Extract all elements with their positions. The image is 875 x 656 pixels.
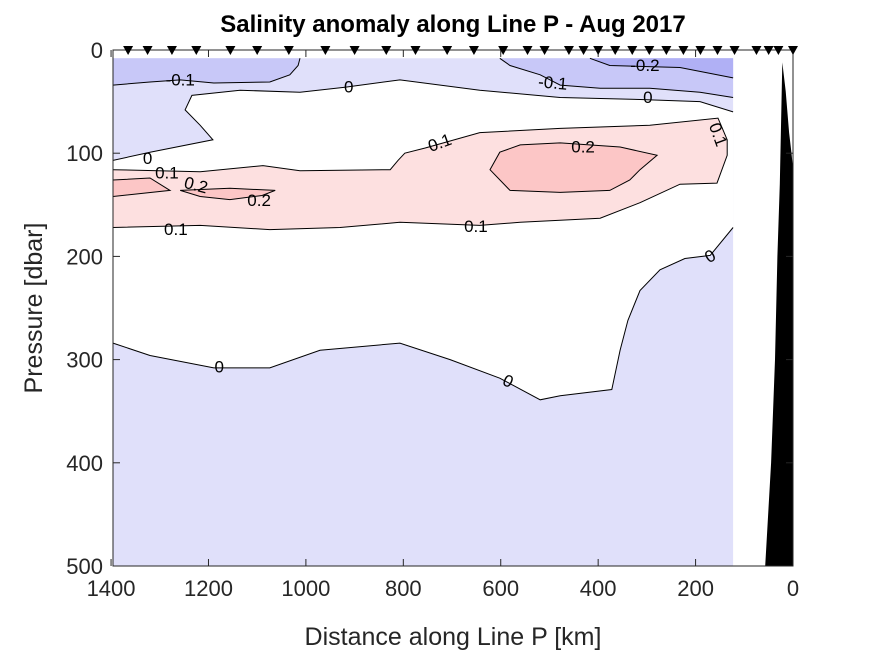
- station-marker-icon: [729, 46, 740, 55]
- station-marker-icon: [593, 46, 604, 55]
- station-marker-icon: [225, 46, 236, 55]
- station-marker-icon: [661, 46, 672, 55]
- station-marker-icon: [381, 46, 392, 55]
- contour-label: -0.2: [630, 56, 659, 75]
- y-tick-label: 0: [91, 38, 103, 63]
- station-marker-icon: [644, 46, 655, 55]
- station-marker-icon: [678, 46, 689, 55]
- station-marker-icon: [252, 46, 263, 55]
- contour-label: 0.2: [571, 138, 595, 157]
- station-marker-icon: [123, 46, 134, 55]
- contour-label: 0.1: [164, 220, 188, 239]
- y-tick-label: 300: [66, 348, 103, 373]
- station-marker-icon: [320, 46, 331, 55]
- station-marker-icon: [191, 46, 202, 55]
- contour-label: 0.1: [155, 163, 179, 182]
- y-tick-label: 500: [66, 554, 103, 579]
- station-marker-icon: [627, 46, 638, 55]
- axes-box: [112, 49, 794, 567]
- bathymetry-shape: [765, 62, 793, 567]
- station-marker-icon: [578, 46, 589, 55]
- contour-line: [180, 187, 276, 201]
- contour-line: [489, 142, 659, 193]
- station-marker-icon: [563, 46, 574, 55]
- x-tick-label: 200: [677, 576, 714, 601]
- contour-line: [589, 57, 734, 79]
- station-marker-icon: [468, 46, 479, 55]
- station-marker-icon: [763, 46, 774, 55]
- y-tick-label: 400: [66, 451, 103, 476]
- contour-line: [112, 227, 734, 401]
- contour-label: 0.2: [247, 191, 271, 210]
- contour-fill-region: [490, 142, 658, 193]
- station-marker-icon: [442, 46, 453, 55]
- contour-label: 0: [344, 78, 353, 97]
- contour-line: [112, 177, 172, 197]
- contour-line: [499, 57, 734, 98]
- x-tick-label: 400: [580, 576, 617, 601]
- station-marker-icon: [283, 46, 294, 55]
- station-marker-icon: [751, 46, 762, 55]
- station-marker-icon: [610, 46, 621, 55]
- station-marker-icon: [773, 46, 784, 55]
- x-tick-label: 600: [482, 576, 519, 601]
- station-marker-icon: [166, 46, 177, 55]
- x-axis-label: Distance along Line P [km]: [305, 623, 602, 651]
- station-marker-icon: [498, 46, 509, 55]
- contour-fill-region: [499, 58, 734, 98]
- contour-line: [112, 58, 301, 86]
- station-marker-icon: [522, 46, 533, 55]
- x-tick-label: 1200: [184, 576, 233, 601]
- contour-label: -0.1: [166, 70, 195, 89]
- x-tick-label: 800: [385, 576, 422, 601]
- y-tick-label: 100: [66, 141, 103, 166]
- station-marker-icon: [695, 46, 706, 55]
- contour-label: 0.1: [464, 217, 488, 236]
- contour-line: [112, 79, 734, 161]
- station-marker-icon: [539, 46, 550, 55]
- station-marker-icon: [712, 46, 723, 55]
- contour-label: 0: [143, 149, 152, 168]
- station-marker-icon: [142, 46, 153, 55]
- station-marker-icon: [410, 46, 421, 55]
- contour-fill-region: [113, 58, 300, 86]
- station-marker-icon: [788, 46, 798, 55]
- y-tick-label: 200: [66, 244, 103, 269]
- y-axis-label: Pressure [dbar]: [20, 223, 48, 394]
- plot-area: -0.1 0 -0.1-0.200.1 0.2 0.100.10.20.20.1 0.10…: [66, 38, 799, 601]
- contour-fill-region: [589, 58, 734, 78]
- contour-label: 0: [214, 357, 223, 376]
- contour-label: -0.1: [537, 72, 568, 93]
- x-tick-label: 1000: [281, 576, 330, 601]
- contour-line: [112, 117, 728, 231]
- x-tick-label: 1400: [87, 576, 136, 601]
- contour-label: 0: [643, 88, 652, 107]
- x-tick-label: 0: [787, 576, 799, 601]
- chart-title: Salinity anomaly along Line P - Aug 2017: [220, 11, 685, 38]
- station-marker-icon: [349, 46, 360, 55]
